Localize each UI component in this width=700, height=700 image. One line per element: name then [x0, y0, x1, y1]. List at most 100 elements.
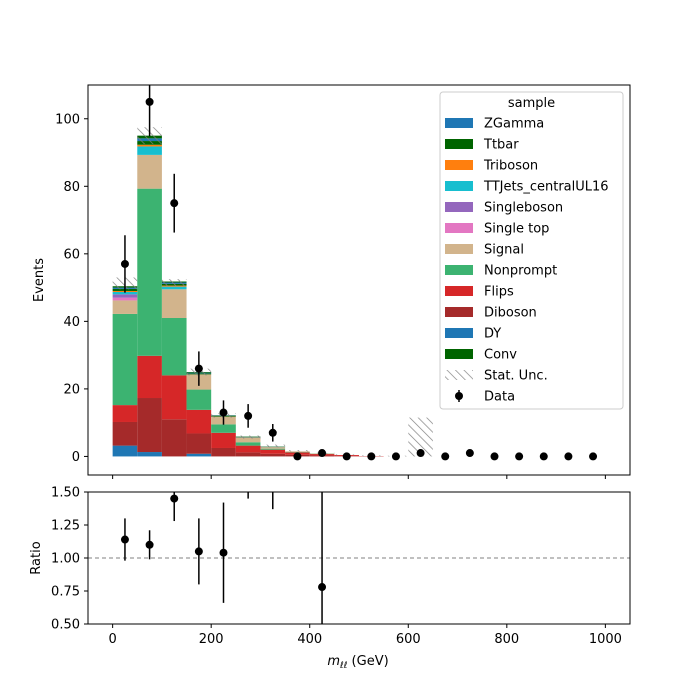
ratio-y-tick-label-3: 1.25	[51, 519, 80, 534]
x-tick-label-1000: 1000	[589, 632, 622, 647]
legend-label-diboson: Diboson	[484, 306, 537, 321]
data-point-14	[465, 449, 474, 458]
data-point-19	[589, 452, 598, 461]
main-y-axis-label: Events	[32, 258, 47, 302]
ratio-x-ticks: 0 200 400 600 800 1000	[108, 624, 622, 647]
data-point-13	[441, 452, 450, 461]
data-point-9	[342, 452, 351, 461]
data-point-16	[515, 452, 524, 461]
data-point-1	[145, 97, 154, 106]
ratio-y-tick-label-0: 0.50	[51, 618, 80, 633]
data-point-3	[194, 364, 203, 373]
legend-swatch-conv	[445, 349, 473, 359]
stacked-bars	[112, 135, 384, 457]
bar-diboson-bin-4	[211, 447, 236, 457]
data-point-10	[367, 452, 376, 461]
legend-label-singleboson: Singleboson	[484, 201, 563, 216]
x-tick-label-0: 0	[108, 632, 116, 647]
legend-swatch-zgamma	[445, 118, 473, 128]
ratio-point-0	[120, 535, 129, 544]
stat-unc-bin-5	[235, 435, 261, 439]
legend-swatch-triboson	[445, 160, 473, 170]
data-point-18	[564, 452, 573, 461]
bar-diboson-bin-6	[260, 453, 286, 457]
bar-signal-bin-0	[112, 300, 138, 314]
legend-swatch-singleboson	[445, 202, 473, 212]
legend-label-stat-unc: Stat. Unc.	[484, 369, 548, 384]
main-y-tick-label-40: 40	[63, 315, 80, 330]
bar-signal-bin-6	[260, 446, 286, 449]
x-axis-label: mℓℓ (GeV)	[327, 654, 388, 671]
bar-signal-bin-5	[235, 437, 261, 443]
ratio-y-ticks: 0.50 0.75 1.00 1.25 1.50	[51, 486, 88, 633]
legend-label-zgamma: ZGamma	[484, 117, 544, 132]
legend: sample ZGamma Ttbar Triboson TTJets_centralU…	[439, 91, 624, 410]
data-point-0	[120, 259, 129, 268]
bar-flips-bin-6	[260, 449, 286, 454]
data-point-7	[293, 452, 302, 461]
bar-single-top-bin-0	[112, 297, 138, 301]
legend-label-nonprompt: Nonprompt	[484, 264, 557, 279]
bar-diboson-bin-1	[137, 398, 162, 453]
legend-label-flips: Flips	[484, 285, 514, 300]
legend-label-triboson: Triboson	[483, 159, 538, 174]
bar-triboson-bin-2	[161, 285, 187, 287]
ratio-panel: 0.50 0.75 1.00 1.25 1.50 0 200 400 600 800 1000 R…	[29, 486, 631, 671]
x-tick-label-800: 800	[494, 632, 519, 647]
legend-swatch-diboson	[445, 307, 473, 317]
bar-dy-bin-0	[112, 445, 138, 457]
ratio-points	[120, 492, 327, 624]
data-point-8	[318, 449, 327, 458]
legend-swatch-ttbar	[445, 139, 473, 149]
bar-singleboson-bin-0	[112, 294, 138, 298]
data-point-2	[170, 199, 179, 208]
bar-nonprompt-bin-6	[260, 448, 286, 450]
ratio-y-axis-label: Ratio	[29, 541, 44, 574]
x-tick-label-400: 400	[297, 632, 322, 647]
bar-ttjets-centralul16-bin-2	[161, 286, 187, 290]
legend-label-signal: Signal	[484, 243, 524, 258]
legend-swatch-dy	[445, 328, 473, 338]
legend-swatch-data	[455, 392, 463, 400]
ratio-y-tick-label-4: 1.50	[51, 486, 80, 501]
data-point-6	[268, 428, 277, 437]
ratio-point-4	[219, 548, 228, 557]
bar-ttjets-centralul16-bin-0	[112, 291, 138, 295]
legend-box	[439, 91, 624, 410]
legend-swatch-stat-unc	[445, 370, 473, 380]
main-y-tick-label-0: 0	[72, 450, 80, 465]
bar-signal-bin-2	[161, 289, 187, 318]
bar-flips-bin-3	[186, 409, 212, 434]
data-point-4	[219, 408, 228, 417]
bar-triboson-bin-1	[137, 144, 162, 147]
legend-label-single-top: Single top	[484, 222, 549, 237]
data-point-15	[490, 452, 499, 461]
legend-swatch-single-top	[445, 223, 473, 233]
main-axes-frame	[87, 84, 631, 476]
bar-nonprompt-bin-3	[186, 389, 212, 410]
ratio-point-2	[170, 494, 179, 503]
legend-swatch-nonprompt	[445, 265, 473, 275]
data-point-12	[416, 449, 425, 458]
bar-flips-bin-0	[112, 405, 138, 422]
bar-nonprompt-bin-0	[112, 313, 138, 406]
bar-flips-bin-2	[161, 375, 187, 420]
bar-dy-bin-3	[186, 453, 212, 457]
bar-signal-bin-1	[137, 154, 162, 189]
main-y-tick-label-60: 60	[63, 247, 80, 262]
ratio-y-tick-label-1: 0.75	[51, 585, 80, 600]
ratio-y-tick-label-2: 1.00	[51, 552, 80, 567]
bar-diboson-bin-5	[235, 452, 261, 457]
data-point-11	[391, 452, 400, 461]
bar-diboson-bin-2	[161, 419, 187, 457]
bar-flips-bin-5	[235, 445, 261, 453]
legend-label-dy: DY	[484, 327, 501, 342]
x-tick-label-200: 200	[199, 632, 224, 647]
ratio-axes-frame	[87, 491, 631, 625]
bar-flips-bin-4	[211, 432, 236, 448]
main-x-ticks	[112, 475, 606, 479]
main-y-tick-label-80: 80	[63, 180, 80, 195]
legend-label-ttbar: Ttbar	[483, 138, 519, 153]
bar-nonprompt-bin-1	[137, 188, 162, 356]
